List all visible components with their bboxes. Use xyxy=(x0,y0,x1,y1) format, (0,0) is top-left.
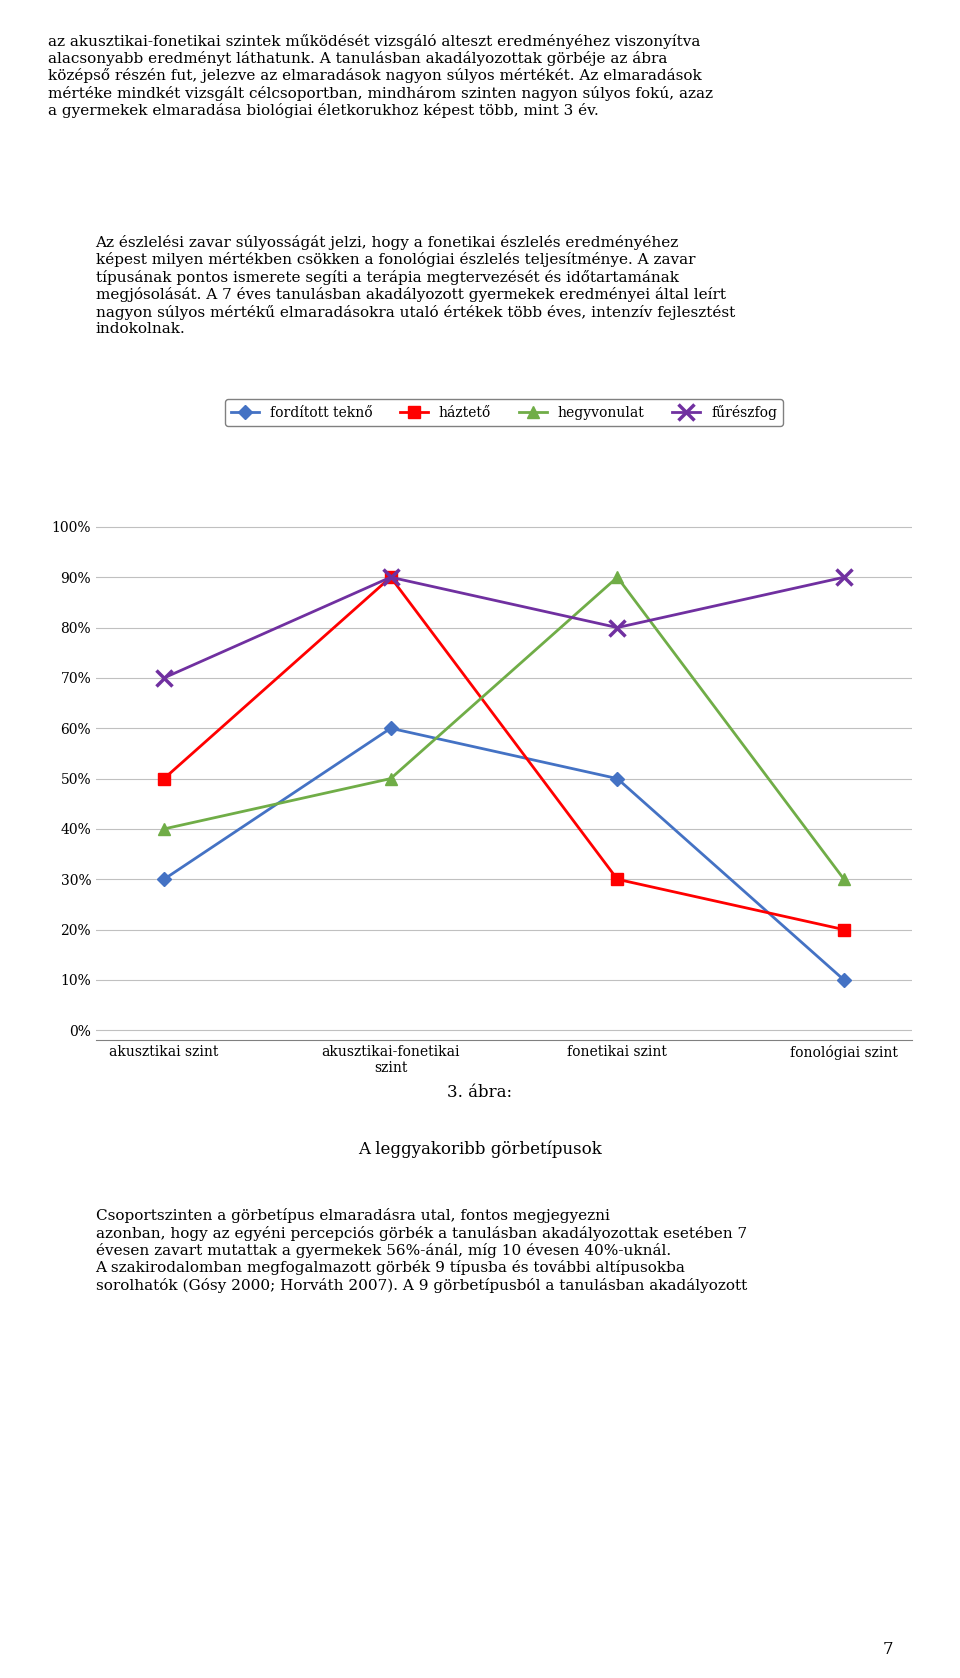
Text: Csoportszinten a görbetípus elmaradásra utal, fontos megjegyezni
azonban, hogy a: Csoportszinten a görbetípus elmaradásra … xyxy=(96,1208,747,1292)
háztető xyxy=(612,869,623,889)
fűrészfog xyxy=(385,567,396,587)
fordított teknő xyxy=(612,769,623,789)
Line: fordított teknő: fordított teknő xyxy=(159,723,849,985)
Text: 7: 7 xyxy=(882,1641,893,1658)
Line: hegyvonulat: hegyvonulat xyxy=(158,572,850,884)
háztető xyxy=(385,567,396,587)
fordított teknő xyxy=(385,718,396,738)
fordított teknő xyxy=(838,970,850,990)
Text: az akusztikai-fonetikai szintek működését vizsgáló alteszt eredményéhez viszonyí: az akusztikai-fonetikai szintek működésé… xyxy=(48,34,713,117)
fordított teknő xyxy=(158,869,170,889)
fűrészfog xyxy=(158,668,170,688)
hegyvonulat xyxy=(158,819,170,839)
fűrészfog xyxy=(612,618,623,638)
Text: Az észlelési zavar súlyosságát jelzi, hogy a fonetikai észlelés eredményéhez
kép: Az észlelési zavar súlyosságát jelzi, ho… xyxy=(96,235,734,336)
Legend: fordított teknő, háztető, hegyvonulat, fűrészfog: fordított teknő, háztető, hegyvonulat, f… xyxy=(226,399,782,426)
hegyvonulat xyxy=(612,567,623,587)
hegyvonulat xyxy=(385,769,396,789)
Line: háztető: háztető xyxy=(158,572,850,935)
Text: 3. ábra:: 3. ábra: xyxy=(447,1084,513,1101)
háztető xyxy=(838,920,850,940)
Line: fűrészfog: fűrészfog xyxy=(156,569,852,686)
Text: A leggyakoribb görbetípusok: A leggyakoribb görbetípusok xyxy=(358,1141,602,1158)
fűrészfog xyxy=(838,567,850,587)
hegyvonulat xyxy=(838,869,850,889)
háztető xyxy=(158,769,170,789)
